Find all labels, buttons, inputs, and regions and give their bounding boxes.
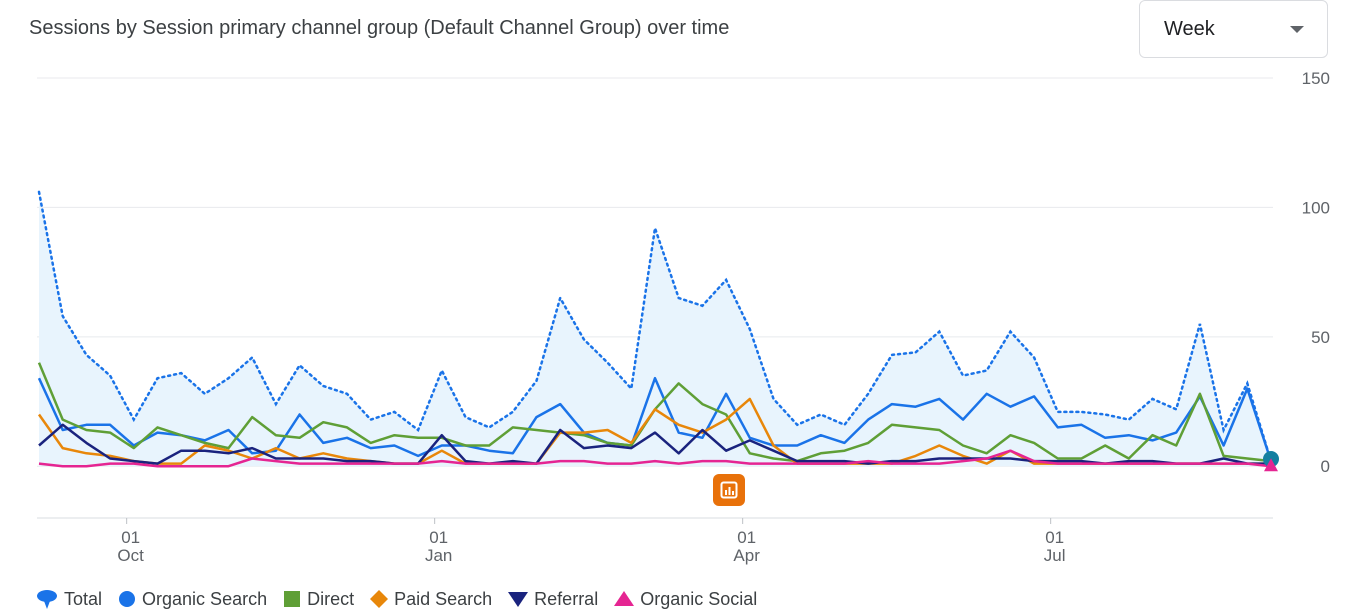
triangle-down-icon bbox=[508, 592, 529, 607]
legend-item-organic-social[interactable]: Organic Social bbox=[614, 589, 757, 610]
insights-icon bbox=[720, 481, 738, 499]
period-select-value: Week bbox=[1164, 18, 1215, 40]
legend-label: Referral bbox=[534, 588, 599, 609]
x-tick-day: 01 bbox=[737, 528, 756, 547]
legend-label: Total bbox=[64, 588, 103, 609]
x-tick-month: Apr bbox=[733, 546, 760, 565]
legend-item-organic-search[interactable]: Organic Search bbox=[118, 589, 267, 610]
x-tick-month: Jan bbox=[425, 546, 452, 565]
legend-item-total[interactable]: Total bbox=[36, 588, 102, 610]
circle-icon bbox=[119, 591, 136, 607]
legend-item-referral[interactable]: Referral bbox=[508, 589, 598, 610]
legend-label: Organic Social bbox=[640, 588, 758, 609]
legend-label: Paid Search bbox=[394, 588, 493, 609]
insights-button[interactable] bbox=[713, 474, 745, 506]
y-tick-label: 0 bbox=[1321, 457, 1330, 476]
x-tick-day: 01 bbox=[121, 528, 140, 547]
y-tick-label: 50 bbox=[1311, 328, 1330, 347]
period-select[interactable]: Week bbox=[1139, 0, 1328, 58]
x-tick-day: 01 bbox=[1045, 528, 1064, 547]
chart-legend: Total Organic Search Direct Paid Search … bbox=[36, 586, 773, 612]
triangle-up-icon bbox=[614, 591, 635, 606]
balloon-icon bbox=[37, 590, 57, 609]
legend-label: Direct bbox=[307, 588, 355, 609]
x-tick-day: 01 bbox=[429, 528, 448, 547]
x-tick-month: Jul bbox=[1044, 546, 1066, 565]
legend-label: Organic Search bbox=[142, 588, 268, 609]
series-area-total bbox=[39, 191, 1271, 467]
series-end-marker-organic-social bbox=[1264, 458, 1278, 472]
series-line-organic-search bbox=[37, 376, 1273, 462]
series-line-total bbox=[37, 190, 1273, 463]
chart-title: Sessions by Session primary channel grou… bbox=[29, 17, 730, 39]
series-line-referral bbox=[38, 423, 1271, 465]
legend-item-paid-search[interactable]: Paid Search bbox=[370, 589, 492, 610]
series-line-organic-social bbox=[38, 449, 1272, 468]
legend-item-direct[interactable]: Direct bbox=[283, 589, 354, 610]
y-tick-label: 150 bbox=[1302, 69, 1330, 88]
square-icon bbox=[284, 591, 301, 607]
x-tick-month: Oct bbox=[117, 546, 144, 565]
diamond-icon bbox=[370, 590, 389, 608]
y-tick-label: 100 bbox=[1302, 198, 1330, 217]
chevron-down-icon bbox=[1290, 26, 1304, 33]
